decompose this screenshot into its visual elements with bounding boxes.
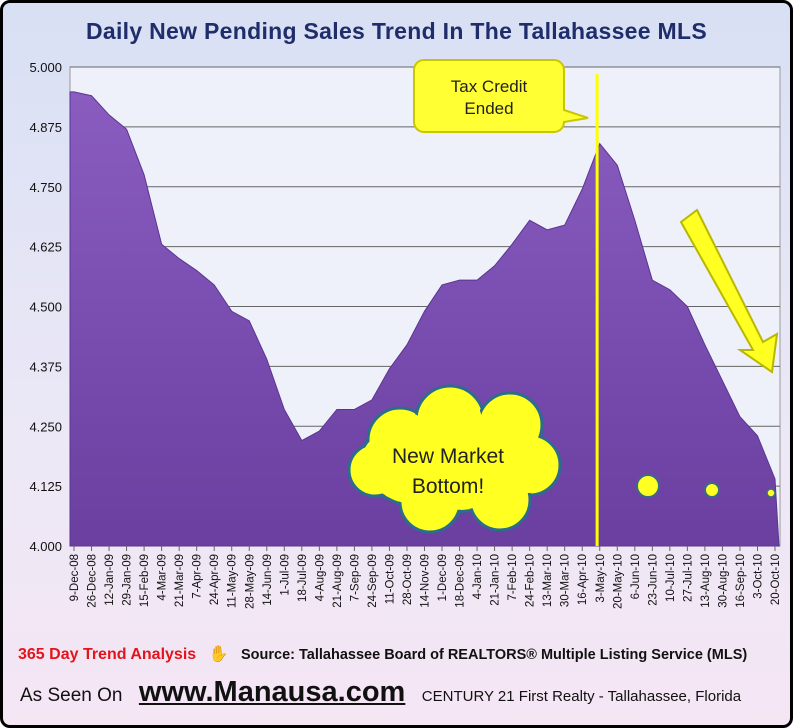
x-tick-label: 24-Apr-09 xyxy=(209,554,221,605)
x-tick-label: 14-Jun-09 xyxy=(262,554,274,606)
highlight-dot xyxy=(636,474,660,498)
x-tick-label: 4-Jan-10 xyxy=(472,554,484,599)
tax-credit-label: Tax Credit Ended xyxy=(451,77,528,118)
x-tick-label: 7-Apr-09 xyxy=(192,554,204,599)
tax-credit-callout: Tax Credit Ended xyxy=(413,59,589,133)
x-tick-label: 3-May-10 xyxy=(595,554,607,603)
x-tick-label: 18-Jul-09 xyxy=(297,554,309,602)
x-tick-label: 1-Dec-09 xyxy=(437,554,449,601)
y-tick-label: 4.875 xyxy=(29,120,62,135)
y-tick-label: 4.500 xyxy=(29,300,62,315)
x-tick-label: 9-Dec-08 xyxy=(69,554,81,601)
y-tick-label: 4.750 xyxy=(29,180,62,195)
source-label: Source: Tallahassee Board of REALTORS® M… xyxy=(241,647,748,663)
as-seen-on-label: As Seen On xyxy=(20,685,123,706)
x-tick-label: 18-Dec-09 xyxy=(455,554,467,608)
x-tick-label: 11-May-09 xyxy=(227,554,239,608)
x-tick-label: 15-Feb-09 xyxy=(139,554,151,607)
y-tick-label: 4.125 xyxy=(29,479,62,494)
x-tick-label: 13-Mar-10 xyxy=(542,554,554,607)
x-tick-label: 26-Dec-08 xyxy=(87,554,99,608)
x-tick-label: 6-Jun-10 xyxy=(630,554,642,599)
area-series xyxy=(69,91,780,547)
x-tick-label: 30-Mar-10 xyxy=(560,554,572,607)
x-tick-label: 28-Oct-09 xyxy=(402,554,414,605)
trend-arrow xyxy=(679,208,779,374)
x-tick-label: 7-Feb-10 xyxy=(507,554,519,601)
x-tick-label: 10-Jul-10 xyxy=(665,554,677,602)
highlight-dot xyxy=(704,482,720,498)
x-tick-label: 24-Sep-09 xyxy=(367,554,379,608)
footer-brand-line: As Seen On www.Manausa.com CENTURY 21 Fi… xyxy=(20,676,741,709)
x-tick-label: 20-May-10 xyxy=(612,554,624,609)
x-tick-label: 11-Oct-09 xyxy=(384,554,396,604)
x-tick-label: 21-Aug-09 xyxy=(332,554,344,608)
y-tick-label: 4.375 xyxy=(29,359,62,374)
market-bottom-label: New Market Bottom! xyxy=(392,445,504,498)
x-tick-label: 30-Aug-10 xyxy=(717,554,729,608)
y-tick-label: 4.625 xyxy=(29,240,62,255)
hand-icon: ✋ xyxy=(208,646,229,663)
x-tick-label: 24-Feb-10 xyxy=(525,554,537,607)
x-tick-label: 12-Jan-09 xyxy=(104,554,116,606)
y-tick-label: 5.000 xyxy=(29,60,62,75)
trend-label: 365 Day Trend Analysis xyxy=(18,646,197,663)
market-bottom-cloud xyxy=(347,384,562,534)
x-tick-label: 3-Oct-10 xyxy=(752,554,764,599)
x-tick-label: 23-Jun-10 xyxy=(647,554,659,606)
x-tick-label: 21-Jan-10 xyxy=(490,554,502,606)
x-tick-label: 16-Sep-10 xyxy=(735,554,747,608)
x-tick-label: 7-Sep-09 xyxy=(349,554,361,601)
x-tick-label: 28-May-09 xyxy=(244,554,256,609)
x-tick-label: 16-Apr-10 xyxy=(577,554,589,605)
x-tick-label: 4-Aug-09 xyxy=(314,554,326,601)
x-tick-label: 13-Aug-10 xyxy=(700,554,712,608)
y-tick-label: 4.250 xyxy=(29,419,62,434)
x-tick-label: 14-Nov-09 xyxy=(420,554,432,608)
x-tick-label: 20-Oct-10 xyxy=(770,554,782,605)
x-tick-label: 1-Jul-09 xyxy=(279,554,291,596)
y-tick-label: 4.000 xyxy=(29,539,62,554)
x-tick-label: 21-Mar-09 xyxy=(174,554,186,607)
x-tick-label: 29-Jan-09 xyxy=(122,554,134,606)
chart-title: Daily New Pending Sales Trend In The Tal… xyxy=(85,18,708,44)
company-label: CENTURY 21 First Realty - Tallahassee, F… xyxy=(421,688,742,705)
footer-source-line: 365 Day Trend Analysis ✋ Source: Tallaha… xyxy=(18,644,747,664)
x-tick-label: 27-Jul-10 xyxy=(682,554,694,602)
x-tick-label: 4-Mar-09 xyxy=(157,554,169,601)
highlight-dot xyxy=(766,488,776,498)
website-link[interactable]: www.Manausa.com xyxy=(138,676,406,708)
